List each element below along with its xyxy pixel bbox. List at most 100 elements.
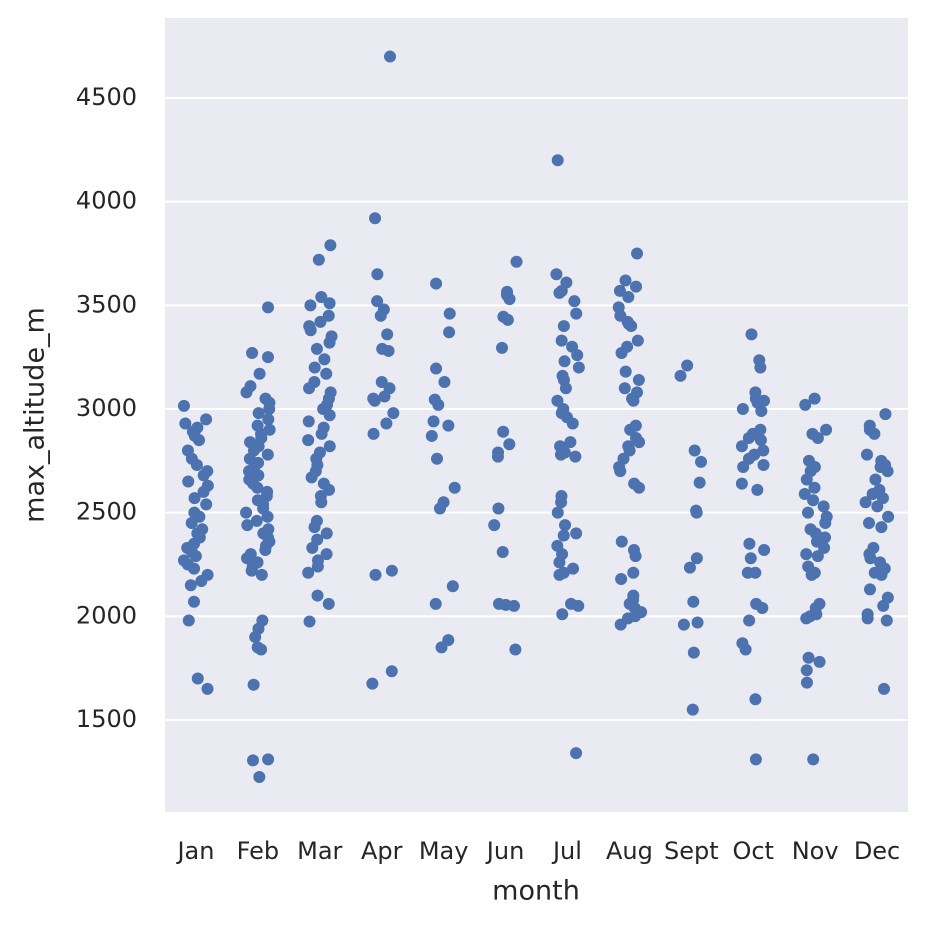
point [380,417,393,430]
point [800,548,813,561]
point [310,342,323,355]
point [192,434,205,447]
point [443,307,456,320]
point [572,361,585,374]
point [881,465,894,478]
point [627,566,640,579]
point [615,535,628,548]
point [323,440,336,453]
point [813,655,826,668]
point [302,566,315,579]
point [743,537,756,550]
point [501,313,514,326]
x-tick-label: Nov [792,837,839,865]
point [197,485,210,498]
point [320,527,333,540]
y-tick-label: 3000 [76,394,137,422]
point [690,552,703,565]
point [619,365,632,378]
point [430,362,443,375]
point [253,770,266,783]
point [749,753,762,766]
point [798,487,811,500]
point [735,440,748,453]
point [184,579,197,592]
point [249,631,262,644]
y-axis-label: max_altitude_m [20,307,51,523]
point [820,423,833,436]
point [315,496,328,509]
point [432,398,445,411]
x-tick-label: May [419,837,469,865]
point [553,568,566,581]
point [555,496,568,509]
point [800,664,813,677]
point [863,517,876,530]
point [567,562,580,575]
point [799,398,812,411]
point [385,665,398,678]
x-tick-label: Mar [297,837,342,865]
point [250,514,263,527]
point [629,550,642,563]
point [572,599,585,612]
point [510,255,523,268]
point [569,450,582,463]
point [737,461,750,474]
point [817,500,830,513]
point [312,253,325,266]
point [240,506,253,519]
point [315,427,328,440]
point [188,562,201,575]
point [566,417,579,430]
point [261,448,274,461]
point [245,564,258,577]
point [622,291,635,304]
point [302,415,315,428]
point [381,328,394,341]
point [200,413,213,426]
point [559,382,572,395]
point [496,341,509,354]
x-tick-label: Jun [485,837,525,865]
point [503,293,516,306]
point [263,402,276,415]
point [570,747,583,760]
point [251,481,264,494]
point [756,602,769,615]
x-tick-label: Jul [551,837,582,865]
point [743,614,756,627]
point [695,455,708,468]
point [807,753,820,766]
point [259,543,272,556]
point [382,344,395,357]
point [875,521,888,534]
point [320,367,333,380]
y-tick-label: 3500 [76,290,137,318]
x-tick-label: Dec [854,837,900,865]
point [252,407,265,420]
point [624,423,637,436]
point [438,376,451,389]
point [323,297,336,310]
point [805,568,818,581]
x-tick-label: Sept [664,837,719,865]
point [314,315,327,328]
point [262,753,275,766]
point [800,473,813,486]
point [324,239,337,252]
point [615,572,628,585]
point [311,560,324,573]
point [246,754,259,767]
point [308,521,321,534]
point [757,444,770,457]
point [861,612,874,625]
point [430,277,443,290]
point [306,541,319,554]
point [614,618,627,631]
x-tick-label: Aug [606,837,653,865]
grid [165,97,908,721]
y-tick-label: 4500 [76,83,137,111]
point [488,519,501,532]
point [745,328,758,341]
